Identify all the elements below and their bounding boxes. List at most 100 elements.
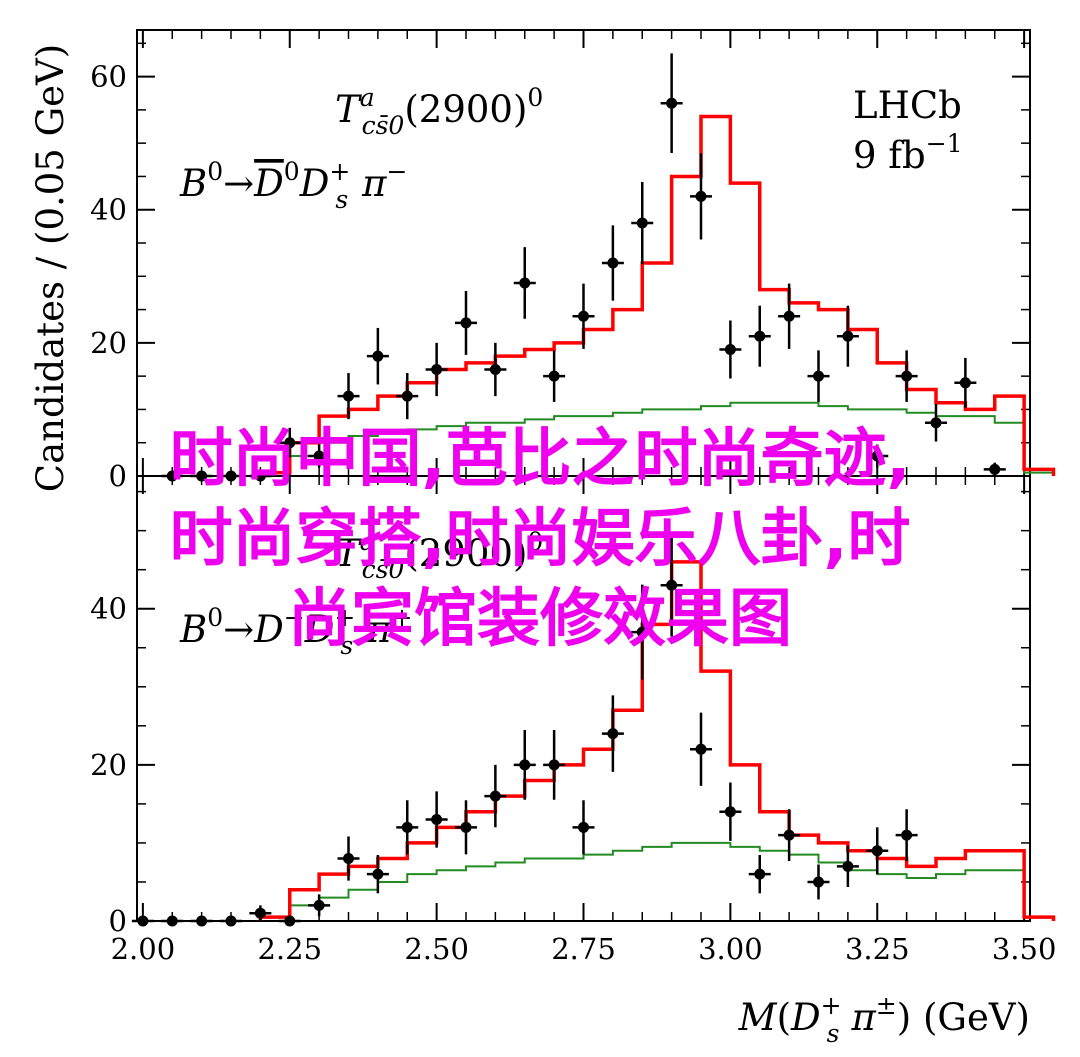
xtick-label: 2.50 [404, 932, 469, 966]
overlay-text-line3: 尚宾馆装修效果图 [288, 582, 792, 655]
overlay-text-line2: 时尚穿搭,时尚娱乐八卦,时 [169, 502, 911, 575]
top-marker [548, 370, 560, 382]
top-marker [695, 190, 707, 202]
bot-data-point [719, 782, 742, 841]
bot-data-point [190, 915, 213, 927]
bot-data-point [631, 584, 654, 680]
xtick-label: 3.25 [845, 932, 910, 966]
overlay-text-line1: 时尚中国,芭比之时尚奇迹, [169, 422, 911, 495]
bot-data-point [895, 809, 918, 862]
bot-data-point [425, 791, 448, 848]
bot-data-point [131, 915, 154, 927]
top-marker [783, 310, 795, 322]
bot-data-point [660, 534, 683, 637]
y-axis-label: Candidates / (0.05 GeV) [29, 44, 72, 492]
top-annotation-line2: B0→D0D+ s π− [179, 157, 407, 214]
bottom-annotation-line2: B0→D−D+ s π+ [179, 603, 413, 660]
top-marker [401, 390, 413, 402]
bot-data-point [778, 809, 801, 862]
bottom-component-fit-group [259, 841, 1055, 921]
top-data-point [748, 305, 771, 367]
bot-marker [548, 759, 560, 771]
top-data-point [572, 283, 595, 349]
top-marker [666, 97, 678, 109]
xtick-label: 3.50 [992, 932, 1057, 966]
bot-marker [695, 743, 707, 755]
bot-data-point [807, 864, 830, 900]
bot-data-point [748, 855, 771, 894]
top-marker [519, 277, 531, 289]
top-axes: 0 20 40 60 [90, 30, 1030, 493]
bot-marker [372, 868, 384, 880]
top-data-point [925, 403, 947, 442]
top-marker [372, 350, 384, 362]
top-data-point [601, 225, 624, 301]
bot-marker [431, 814, 443, 826]
top-data-point [719, 320, 742, 379]
top-marker [959, 377, 971, 389]
bot-marker [871, 845, 883, 857]
top-data-point [425, 342, 448, 397]
bot-marker [783, 829, 795, 841]
top-data-point [983, 462, 1006, 476]
bot-marker [813, 876, 824, 888]
top-data-point [954, 357, 977, 408]
bot-data-point [366, 855, 389, 894]
top-data-point [778, 283, 801, 349]
bot-data-point [513, 729, 536, 800]
top-marker [901, 370, 913, 382]
top-data-points [161, 53, 1006, 482]
bot-marker [196, 915, 208, 927]
top-data-point [366, 327, 389, 385]
top-marker [754, 330, 766, 342]
top-marker [813, 370, 824, 382]
bot-ytick-label: 0 [109, 904, 127, 938]
top-data-point [631, 182, 654, 265]
bot-marker [754, 868, 766, 880]
top-total-fit-group [258, 114, 1056, 476]
bot-marker [313, 899, 325, 911]
bot-data-point [396, 800, 419, 855]
bot-marker [489, 790, 501, 802]
bot-data-point [278, 915, 301, 927]
bot-marker [666, 579, 678, 591]
bot-marker [343, 853, 354, 865]
top-data-point [690, 153, 712, 240]
top-marker [489, 363, 501, 375]
top-ytick-label: 60 [90, 60, 127, 94]
bot-data-point [690, 712, 712, 786]
top-data-point [337, 373, 360, 420]
top-data-point [278, 427, 301, 458]
top-marker [930, 417, 942, 429]
bot-marker [284, 915, 296, 927]
bot-data-point [308, 894, 331, 917]
bot-marker [724, 806, 736, 818]
xtick-label: 2.75 [551, 932, 616, 966]
top-ytick-label: 20 [90, 326, 127, 360]
top-data-point [455, 290, 477, 355]
top-marker [724, 344, 736, 356]
bottom-annotation-line1: Ta cs̄0(2900)0 [335, 527, 543, 584]
top-data-point [807, 350, 830, 402]
bot-data-point [249, 905, 272, 921]
top-data-point [895, 350, 918, 402]
bot-data-point [220, 915, 242, 927]
bot-marker [607, 728, 619, 740]
bot-data-point [543, 729, 566, 800]
bottom-panel: 0 20 40 2.00 2.25 2.50 2.75 3.00 3.25 3.50 Ta cs̄0… [90, 475, 1057, 1048]
bot-data-point [484, 764, 507, 828]
xtick-label: 2.00 [111, 932, 176, 966]
top-marker [607, 257, 619, 269]
top-marker [636, 217, 648, 229]
bot-ytick-label: 20 [90, 748, 127, 782]
top-ytick-label: 40 [90, 193, 127, 227]
bot-data-point [601, 695, 624, 772]
bot-data-point [836, 845, 859, 888]
top-total-fit-curve [258, 114, 1056, 476]
top-data-point [866, 444, 889, 468]
top-marker [431, 363, 443, 375]
top-data-point [308, 444, 331, 468]
bot-marker [519, 759, 531, 771]
bot-component-fit-curve [259, 841, 1055, 921]
